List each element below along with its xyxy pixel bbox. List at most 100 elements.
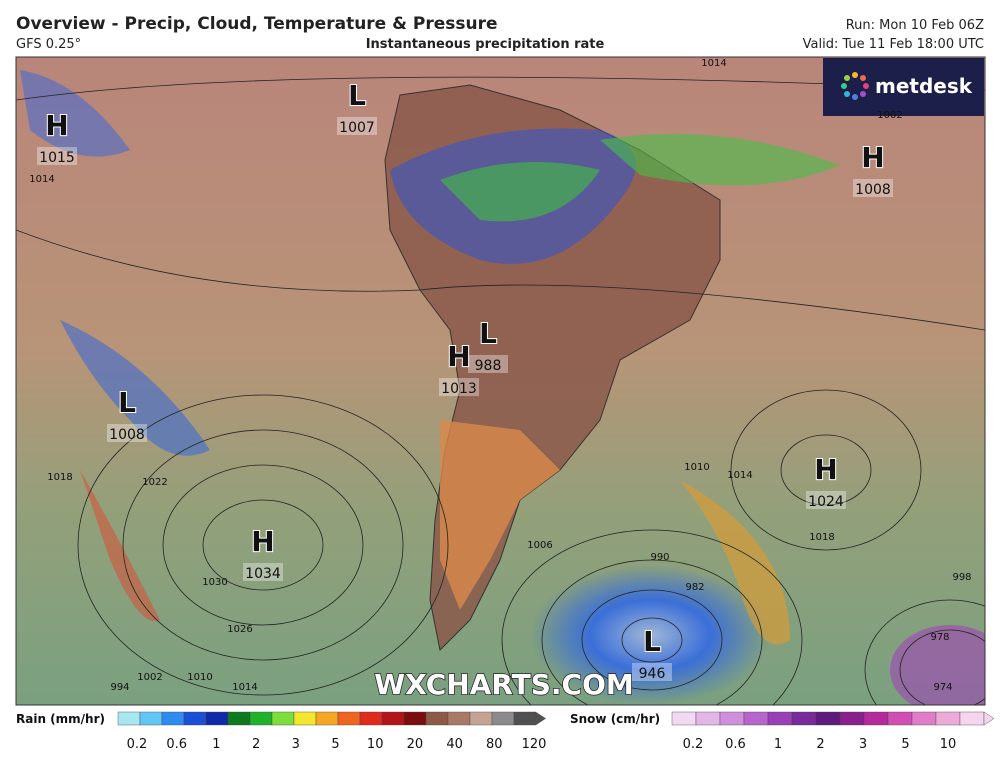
center-type: H	[861, 141, 884, 174]
isobars	[16, 76, 985, 705]
center-value-bg	[243, 563, 283, 581]
isobar-label: 982	[685, 582, 704, 593]
color-swatch	[671, 711, 697, 726]
rain-tick-label: 20	[407, 737, 424, 752]
isobar-label: 974	[933, 682, 952, 693]
rain-legend-label: Rain (mm/hr)	[16, 712, 105, 726]
isobar-label: 1026	[227, 624, 252, 635]
colorbar-arrow	[536, 712, 546, 725]
subtitle: Instantaneous precipitation rate	[366, 37, 605, 52]
color-swatch	[205, 711, 229, 726]
snow-tick-label: 2	[816, 737, 824, 752]
isobar-label: 1014	[232, 682, 257, 693]
rain-band	[20, 70, 130, 157]
color-swatch	[935, 711, 961, 726]
center-type: L	[479, 317, 497, 350]
rain-band	[60, 320, 210, 456]
color-swatch	[719, 711, 745, 726]
rain-tick-label: 0.6	[166, 737, 187, 752]
color-swatch	[815, 711, 841, 726]
color-swatch	[249, 711, 273, 726]
logo-text: metdesk	[875, 74, 973, 98]
color-swatch	[911, 711, 937, 726]
center-value-bg	[632, 663, 672, 681]
isobar-label: 1018	[809, 532, 834, 543]
center-type: L	[348, 79, 366, 112]
isobar-label: 1014	[701, 58, 726, 69]
center-type: L	[643, 625, 661, 658]
isobar-label: 994	[110, 682, 129, 693]
center-value-bg	[337, 117, 377, 135]
snow-area	[890, 625, 985, 705]
rain-tick-label: 40	[446, 737, 463, 752]
rain-colorbar: 0.2 0.6 1 2 3 5 10 20 40 80 120	[117, 711, 547, 752]
rain-tick-label: 5	[331, 737, 339, 752]
logo: metdesk	[823, 58, 984, 116]
center-type: L	[118, 386, 136, 419]
isobar-labels: 1014 1014 1002 1022 1018 1010 1014 1018 990 998 10…	[29, 58, 971, 693]
snow-tick-label: 0.2	[683, 737, 704, 752]
rain-tick-label: 2	[252, 737, 260, 752]
color-swatch	[403, 711, 427, 726]
rain-tick-label: 120	[522, 737, 547, 752]
rain-core	[440, 162, 600, 222]
color-swatch	[293, 711, 317, 726]
color-swatch	[839, 711, 865, 726]
center-type: H	[45, 109, 68, 142]
model: GFS 0.25°	[16, 37, 81, 52]
color-swatch	[337, 711, 361, 726]
color-swatch	[227, 711, 251, 726]
snow-colorbar: 0.2 0.6 1 2 3 5 10	[671, 711, 995, 752]
center-value: 1024	[808, 494, 844, 510]
map-frame	[15, 56, 986, 706]
logo-icon	[841, 72, 869, 100]
valid-time: Valid: Tue 11 Feb 18:00 UTC	[803, 37, 984, 52]
center-value-bg	[37, 147, 77, 165]
map-area	[16, 57, 985, 705]
center-value: 1008	[109, 427, 145, 443]
rain-band	[680, 480, 790, 645]
color-swatch	[315, 711, 339, 726]
color-swatch	[139, 711, 163, 726]
isobar-label: 1018	[47, 472, 72, 483]
snow-tick-label: 10	[940, 737, 957, 752]
center-value-bg	[468, 355, 508, 373]
snow-tick-label: 1	[774, 737, 782, 752]
snow-tick-label: 0.6	[725, 737, 746, 752]
isobar-label: 998	[952, 572, 971, 583]
isobar-label: 1022	[142, 477, 167, 488]
rain-band	[80, 470, 160, 622]
center-value-bg	[806, 491, 846, 509]
isobar-label: 1006	[527, 540, 552, 551]
center-value-bg	[853, 179, 893, 197]
colorbar-arrow	[983, 711, 995, 726]
logo-box	[823, 58, 984, 116]
center-value-bg	[439, 378, 479, 396]
isobar-label: 990	[650, 552, 669, 563]
center-value: 946	[639, 666, 666, 682]
snow-legend-label: Snow (cm/hr)	[570, 712, 660, 726]
rain-band	[600, 133, 840, 186]
isobar-label: 1010	[187, 672, 212, 683]
isobar-label: 978	[930, 632, 949, 643]
color-swatch	[743, 711, 769, 726]
isobar-label: 1002	[877, 110, 902, 121]
rain-tick-label: 0.2	[127, 737, 148, 752]
color-swatch	[513, 711, 537, 726]
title: Overview - Precip, Cloud, Temperature & …	[16, 14, 498, 34]
color-swatch	[791, 711, 817, 726]
center-value: 988	[475, 358, 502, 374]
isobar-label: 1010	[684, 462, 709, 473]
isobar-label: 1014	[29, 174, 54, 185]
color-swatch	[359, 711, 383, 726]
color-swatch	[959, 711, 985, 726]
color-swatch	[425, 711, 449, 726]
color-swatch	[863, 711, 889, 726]
isobar-label: 1030	[202, 577, 227, 588]
color-swatch	[447, 711, 471, 726]
center-value: 1008	[855, 182, 891, 198]
snow-tick-label: 3	[859, 737, 867, 752]
center-value: 1007	[339, 120, 375, 136]
color-swatch	[887, 711, 913, 726]
